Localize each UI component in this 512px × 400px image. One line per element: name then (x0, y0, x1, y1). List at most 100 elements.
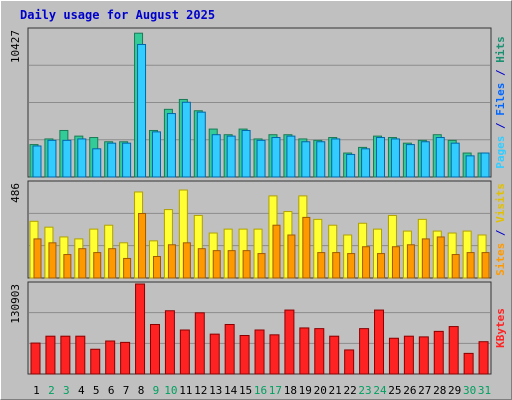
x-tick-label: 21 (329, 384, 342, 397)
files-bar (405, 144, 415, 178)
files-bar (450, 142, 460, 178)
sites-bar (242, 250, 251, 279)
axis-label-part: Files (494, 83, 507, 116)
x-tick-label: 12 (194, 384, 207, 397)
files-bar (211, 134, 221, 178)
x-tick-label: 15 (239, 384, 252, 397)
x-tick-label: 8 (138, 384, 145, 397)
files-bar (166, 113, 176, 178)
files-bar (390, 138, 400, 178)
kbytes-bar (374, 309, 385, 375)
axis-label-part: KBytes (494, 308, 507, 348)
kbytes-bar (359, 328, 370, 375)
sites-bar (332, 252, 341, 279)
files-bar (331, 138, 341, 178)
y-max-label: 10427 (9, 30, 22, 63)
x-tick-label: 19 (299, 384, 312, 397)
files-bar (196, 111, 206, 178)
kbytes-bar (314, 328, 325, 375)
x-tick-label: 24 (373, 384, 387, 397)
axis-label-part: / (494, 63, 507, 83)
x-tick-label: 16 (254, 384, 267, 397)
sites-bar (302, 216, 311, 279)
files-bar (465, 155, 475, 178)
kbytes-bar (209, 333, 220, 375)
sites-bar (347, 253, 356, 279)
files-bar (62, 139, 72, 178)
sites-bar (182, 242, 191, 279)
kbytes-bar (149, 323, 160, 375)
kbytes-bar (105, 340, 116, 375)
y-max-label: 130903 (9, 284, 22, 324)
files-bar (346, 153, 356, 178)
kbytes-bar (45, 335, 56, 375)
sites-bar (212, 250, 221, 279)
kbytes-bar (224, 323, 235, 375)
files-bar (480, 152, 490, 178)
sites-bar (78, 248, 87, 279)
axis-label-part: Pages (494, 136, 507, 169)
x-tick-label: 23 (358, 384, 371, 397)
sites-bar (272, 224, 281, 279)
sites-bar (466, 252, 475, 279)
axis-label-part: Visits (494, 183, 507, 223)
files-bar (286, 135, 296, 178)
x-tick-label: 11 (179, 384, 192, 397)
kbytes-bar (463, 352, 474, 375)
files-bar (107, 142, 117, 178)
files-bar (77, 138, 87, 178)
files-bar (420, 141, 430, 178)
sites-bar (287, 234, 296, 279)
x-tick-label: 10 (164, 384, 177, 397)
sites-bar (257, 253, 266, 279)
kbytes-bar (60, 335, 71, 375)
kbytes-bar (179, 329, 190, 375)
kbytes-bar (269, 334, 280, 375)
kbytes-bar (90, 348, 101, 375)
x-tick-label: 13 (209, 384, 222, 397)
x-tick-label: 2 (48, 384, 55, 397)
x-tick-label: 28 (433, 384, 446, 397)
kbytes-bar (239, 334, 250, 375)
files-bar (316, 141, 326, 178)
files-bar (376, 137, 386, 178)
x-tick-label: 14 (224, 384, 238, 397)
files-bar (435, 137, 445, 178)
kbytes-bar (403, 335, 414, 375)
kbytes-bar (418, 336, 429, 375)
x-tick-label: 26 (403, 384, 416, 397)
axis-label: Pages / Files / Hits (494, 36, 507, 169)
x-tick-label: 25 (388, 384, 401, 397)
x-tick-label: 1 (33, 384, 40, 397)
sites-bar (317, 252, 326, 279)
x-tick-label: 7 (123, 384, 130, 397)
files-bar (151, 131, 161, 178)
sites-bar (33, 238, 42, 279)
kbytes-bar (135, 283, 146, 375)
sites-bar (123, 257, 132, 279)
x-tick-label: 20 (314, 384, 327, 397)
x-tick-label: 22 (343, 384, 356, 397)
kbytes-bar (344, 349, 355, 375)
sites-bar (436, 236, 445, 279)
sites-bar (481, 252, 490, 279)
sites-bar (451, 254, 460, 279)
kbytes-bar (448, 326, 459, 375)
sites-bar (48, 242, 57, 279)
x-tick-label: 18 (284, 384, 297, 397)
sites-bar (421, 238, 430, 279)
files-bar (122, 142, 132, 178)
kbytes-bar (478, 341, 489, 375)
kbytes-bar (194, 312, 205, 375)
x-tick-label: 4 (78, 384, 85, 397)
files-bar (137, 43, 147, 178)
kbytes-bar (164, 310, 175, 375)
files-bar (92, 148, 102, 178)
files-bar (181, 101, 191, 178)
x-tick-label: 17 (269, 384, 282, 397)
files-bar (256, 139, 266, 178)
x-tick-label: 5 (93, 384, 100, 397)
x-tick-label: 3 (63, 384, 70, 397)
